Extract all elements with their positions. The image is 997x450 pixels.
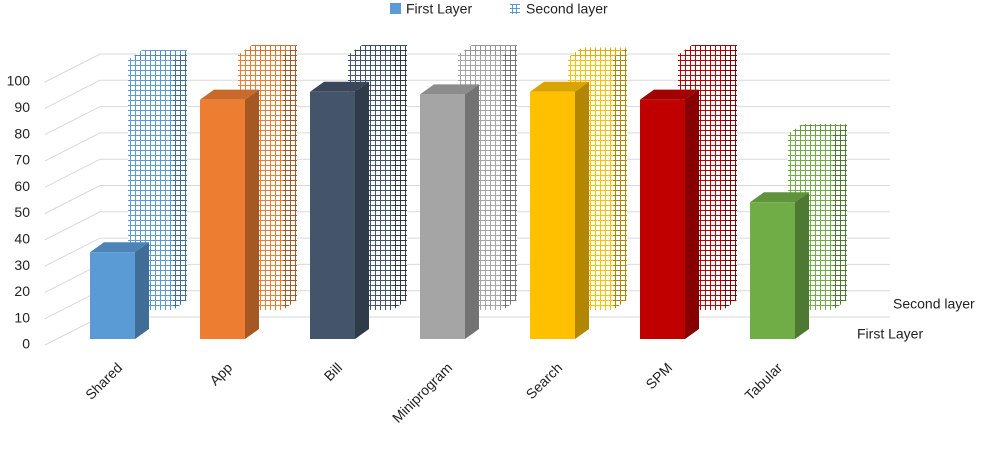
bar-front <box>640 99 685 339</box>
bar-top <box>640 89 699 100</box>
bar-side <box>355 81 369 339</box>
bar <box>530 81 589 339</box>
bar-top <box>348 45 407 55</box>
y-tick-label: 20 <box>14 283 30 299</box>
bar-front <box>530 91 575 339</box>
bar-side <box>795 192 809 339</box>
x-tick-label: SPM <box>642 359 675 392</box>
bar-top <box>310 81 369 92</box>
legend-swatch <box>390 3 401 14</box>
depth-label: First Layer <box>857 326 923 342</box>
y-tick-label: 30 <box>14 257 30 273</box>
x-tick-label: Tabular <box>741 359 785 403</box>
legend-label: Second layer <box>526 1 608 17</box>
x-tick-label: Shared <box>82 359 125 402</box>
y-tick-label: 10 <box>14 309 30 325</box>
bar-top <box>678 45 737 55</box>
bar-side <box>613 47 627 311</box>
bar <box>788 124 847 310</box>
bar-top <box>568 47 627 58</box>
legend-label: First Layer <box>406 1 472 17</box>
bar-front <box>420 94 465 339</box>
bar <box>750 192 809 339</box>
bar-side <box>685 89 699 339</box>
bar-side <box>245 89 259 339</box>
x-tick-label: App <box>206 359 235 388</box>
bar-top <box>238 45 297 55</box>
bar <box>128 50 187 310</box>
bar-top <box>788 124 847 135</box>
bar-top <box>458 45 517 55</box>
bar <box>640 89 699 339</box>
y-tick-label: 90 <box>14 99 30 115</box>
bar-side <box>135 242 149 339</box>
y-tick-label: 100 <box>7 73 31 89</box>
bar <box>420 84 479 339</box>
bar-top <box>128 50 187 61</box>
y-tick-label: 80 <box>14 125 30 141</box>
bar <box>200 89 259 339</box>
bar-top <box>750 192 809 203</box>
bar-side <box>283 45 297 310</box>
bar-front <box>200 99 245 339</box>
bar <box>310 81 369 339</box>
y-tick-label: 50 <box>14 204 30 220</box>
bar-top <box>200 89 259 100</box>
x-tick-label: Miniprogram <box>389 359 455 425</box>
bar-top <box>530 81 589 92</box>
bar-top <box>420 84 479 95</box>
bar-side <box>833 124 847 310</box>
bar-side <box>465 84 479 339</box>
bar <box>90 242 149 339</box>
bar-side <box>173 50 187 310</box>
x-tick-label: Bill <box>321 359 346 384</box>
legend-swatch <box>510 4 520 14</box>
legend: First Layer Second layer <box>390 1 608 17</box>
bar-front <box>310 91 355 339</box>
bar-side <box>575 81 589 339</box>
bar-side <box>393 45 407 310</box>
bar-front <box>750 202 795 339</box>
y-tick-label: 60 <box>14 178 30 194</box>
bar-side <box>723 45 737 310</box>
x-tick-label: Search <box>523 359 566 402</box>
y-tick-label: 70 <box>14 152 30 168</box>
bar-side <box>503 45 517 310</box>
y-tick-label: 40 <box>14 231 30 247</box>
bar-front <box>90 252 135 339</box>
y-tick-label: 0 <box>22 336 30 352</box>
bar-top <box>90 242 149 253</box>
depth-label: Second layer <box>893 296 975 312</box>
